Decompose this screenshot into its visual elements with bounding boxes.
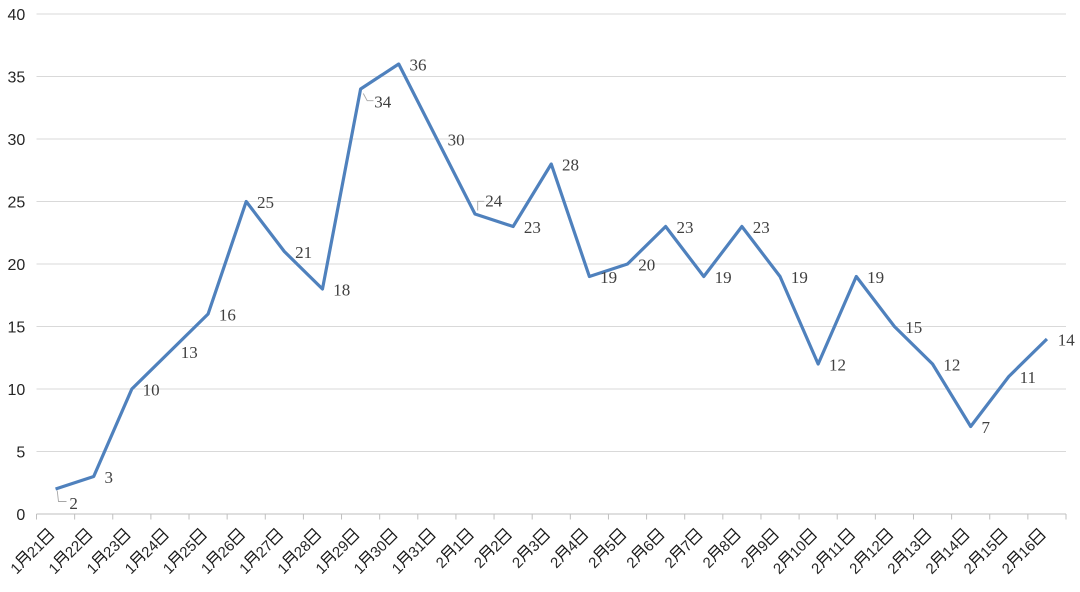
svg-text:34: 34 (374, 93, 392, 112)
svg-text:25: 25 (257, 193, 274, 212)
svg-text:23: 23 (524, 218, 541, 237)
svg-text:25: 25 (8, 195, 26, 212)
svg-text:11: 11 (1020, 368, 1036, 387)
svg-text:19: 19 (600, 268, 617, 287)
svg-text:5: 5 (16, 445, 25, 462)
svg-text:3: 3 (104, 468, 113, 487)
svg-text:18: 18 (333, 281, 350, 300)
svg-text:23: 23 (753, 218, 770, 237)
svg-text:24: 24 (485, 192, 503, 211)
svg-text:19: 19 (867, 268, 884, 287)
svg-text:20: 20 (8, 257, 26, 274)
svg-text:10: 10 (8, 382, 26, 399)
svg-text:7: 7 (981, 418, 990, 437)
svg-text:14: 14 (1058, 331, 1076, 350)
svg-text:19: 19 (715, 268, 732, 287)
svg-text:16: 16 (219, 306, 236, 325)
svg-text:13: 13 (181, 343, 198, 362)
svg-text:15: 15 (8, 320, 26, 337)
svg-text:40: 40 (8, 7, 26, 24)
svg-text:20: 20 (638, 256, 655, 275)
svg-text:28: 28 (562, 156, 579, 175)
svg-text:2: 2 (69, 494, 78, 513)
svg-text:35: 35 (8, 70, 26, 87)
svg-text:30: 30 (448, 131, 465, 150)
svg-text:10: 10 (143, 381, 160, 400)
svg-text:12: 12 (829, 356, 846, 375)
svg-text:15: 15 (905, 318, 922, 337)
svg-text:0: 0 (16, 507, 25, 524)
svg-text:12: 12 (943, 356, 960, 375)
svg-text:23: 23 (676, 218, 693, 237)
svg-text:19: 19 (791, 268, 808, 287)
svg-text:36: 36 (410, 56, 427, 75)
svg-text:21: 21 (295, 243, 312, 262)
svg-text:30: 30 (8, 132, 26, 149)
